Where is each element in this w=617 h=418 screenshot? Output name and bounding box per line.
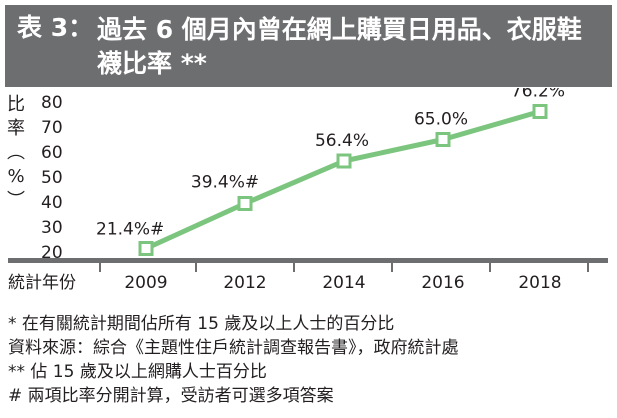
footnote-2: ** 佔 15 歲及以上網購人士百分比 [8,362,267,382]
data-label: 65.0% [414,110,468,130]
y-axis-label-char: 比 [7,94,25,115]
y-axis-label-char: 率 [7,118,25,139]
y-tick-label: 30 [41,218,63,238]
footnotes: * 在有關統計期間佔所有 15 歲及以上人士的百分比 資料來源：綜合《主題性住戶… [8,312,459,408]
y-tick-label: 70 [41,118,63,138]
table-number: 表 3： [17,13,94,42]
y-axis-label-char: ︵ [7,142,25,163]
y-tick-label: 80 [41,93,63,113]
plot-area: 21.4%# 39.4%# 56.4% 65.0% 76.2% [96,88,565,256]
x-axis-label: 統計年份 [8,273,76,293]
title-bar: 表 3： 過去 6 個月內曾在網上購買日用品、衣服鞋襪比率 ** [5,5,612,87]
y-axis-label-char: % [7,166,24,187]
footnote-1: * 在有關統計期間佔所有 15 歲及以上人士的百分比 [8,314,395,334]
y-axis-label: 比率 ︵% ︶ [7,94,25,211]
data-label: 21.4%# [96,220,164,240]
data-label: 39.4%# [191,173,259,193]
data-point-marker [138,241,154,256]
x-tick-label: 2018 [518,273,561,293]
chart-title: 過去 6 個月內曾在網上購買日用品、衣服鞋襪比率 ** [97,15,582,78]
x-axis: 統計年份 2009 2012 2014 2016 2018 [8,258,608,293]
y-tick-label: 50 [41,168,63,188]
data-point-marker [435,132,451,147]
data-label: 76.2% [511,88,565,102]
y-tick-label: 60 [41,143,63,163]
x-tick-label: 2014 [322,273,365,293]
data-point-marker [237,196,253,211]
x-tick-label: 2012 [223,273,266,293]
data-source: 資料來源：綜合《主題性住戶統計調查報告書》，政府統計處 [8,338,459,358]
y-tick-label: 40 [41,193,63,213]
data-point-marker [336,153,352,169]
x-tick-label: 2009 [124,273,167,293]
y-axis-label-char: ︶ [7,190,25,211]
footnote-3: # 兩項比率分開計算，受訪者可選多項答案 [8,386,334,406]
data-point-marker [532,104,548,119]
x-tick-label: 2016 [421,273,464,293]
data-label: 56.4% [315,131,369,151]
x-axis-bar [8,258,608,263]
